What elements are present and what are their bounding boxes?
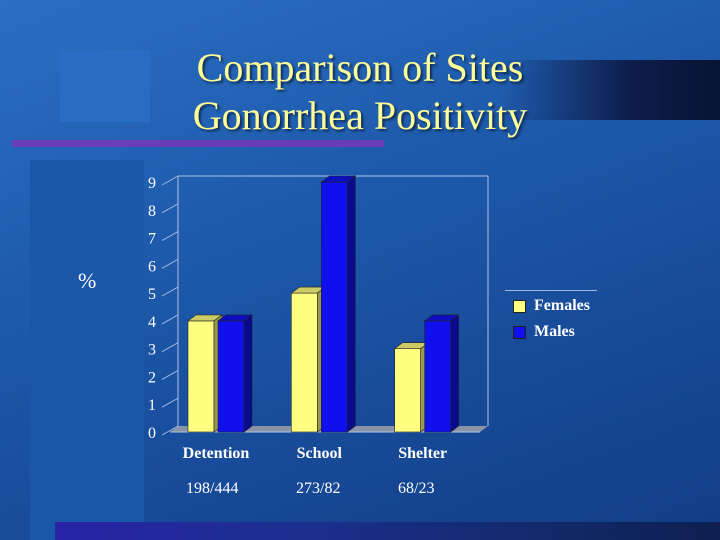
y-tick-6 [161,258,179,269]
x-tick-label-detention: Detention [183,445,250,462]
bar-shelter-males [424,320,451,433]
y-tick-1 [161,397,179,408]
bar-detention-females [187,320,215,433]
bar-side-shelter-males [450,314,459,433]
x-tick-label-school: School [297,445,343,462]
bar-school-females [291,292,318,433]
title-line-2: Gonorrhea Positivity [192,93,528,138]
bar-side-detention-males [243,314,253,433]
x-tick-label-shelter: Shelter [398,445,447,462]
count-shelter: 68/23 [398,480,435,497]
y-tick-label-6: 6 [148,258,156,275]
y-tick-0 [161,425,179,436]
y-tick-label-7: 7 [148,231,156,248]
y-tick-4 [161,314,179,325]
title-line-1: Comparison of Sites [196,45,524,90]
decorative-underline [12,140,384,147]
count-detention: 198/444 [186,480,239,497]
y-tick-label-1: 1 [148,397,156,414]
legend-item-females: Females [505,295,597,317]
slide-title: Comparison of Sites Gonorrhea Positivity [170,44,550,140]
count-school: 273/82 [296,480,341,497]
legend-swatch-males [513,325,526,339]
y-tick-label-9: 9 [148,175,156,192]
y-tick-7 [161,231,179,241]
decorative-block [60,50,150,122]
y-axis-label: % [78,268,97,293]
legend-item-males: Males [505,321,597,343]
y-tick-label-8: 8 [148,203,156,220]
chart-legend: Females Males [505,290,597,351]
y-tick-2 [161,370,179,380]
y-tick-label-5: 5 [148,286,156,303]
y-tick-label-2: 2 [148,369,156,386]
legend-swatch-females [513,299,526,313]
decorative-bottom-bar [55,522,720,540]
y-tick-8 [161,203,179,214]
y-tick-label-0: 0 [148,425,156,442]
y-tick-label-3: 3 [148,342,156,359]
legend-label-males: Males [534,323,575,340]
y-tick-label-4: 4 [148,314,156,331]
y-tick-9 [161,175,179,186]
bar-school-males [321,181,348,433]
decorative-dark-band [500,60,720,120]
bar-side-school-males [347,175,356,433]
bar-detention-males [217,320,245,433]
legend-label-females: Females [534,297,590,314]
decorative-side-strip [30,160,144,540]
y-tick-5 [161,286,179,297]
y-tick-3 [161,342,179,353]
bar-shelter-females [394,348,421,433]
